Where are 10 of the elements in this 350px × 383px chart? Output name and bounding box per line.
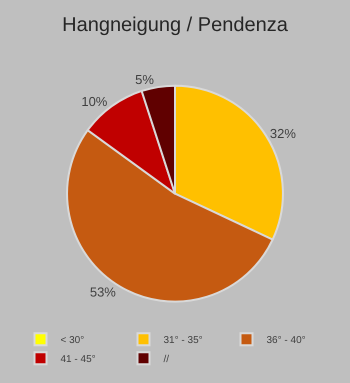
legend-label: // [164,354,170,366]
legend-label: 31° - 35° [164,335,203,346]
data-label: 5% [135,72,154,88]
data-label: 10% [81,94,108,109]
data-label: 53% [90,284,116,300]
legend-label: < 30° [60,335,84,346]
chart-title: Hangneigung / Pendenza [62,14,289,36]
data-label: 32% [270,126,296,142]
legend-label: 36° - 40° [266,335,306,346]
legend-label: 41 - 45° [60,354,96,366]
